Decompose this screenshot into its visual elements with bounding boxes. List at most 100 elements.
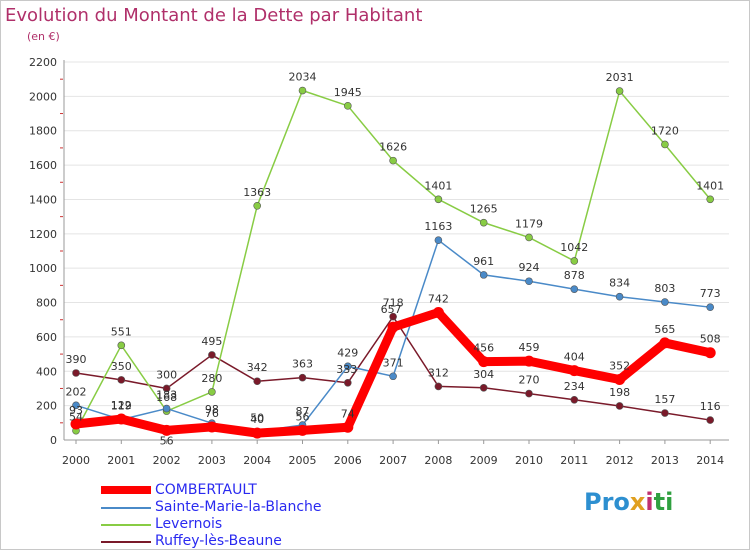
data-point-combertault bbox=[614, 374, 626, 386]
data-label: 74 bbox=[341, 407, 355, 420]
data-point-levernois bbox=[389, 156, 397, 165]
data-label: 565 bbox=[654, 323, 675, 336]
data-label: 333 bbox=[336, 363, 357, 376]
data-label: 961 bbox=[473, 255, 494, 268]
x-tick-label: 2012 bbox=[606, 454, 634, 467]
data-label: 93 bbox=[69, 404, 83, 417]
data-label: 390 bbox=[66, 353, 87, 366]
data-label: 2031 bbox=[606, 71, 634, 84]
data-label: 1163 bbox=[424, 220, 452, 233]
data-point-combertault bbox=[206, 421, 218, 433]
data-point-ruffey-l-s-beaune bbox=[525, 389, 533, 398]
data-point-combertault bbox=[523, 355, 535, 367]
data-label: 1720 bbox=[651, 124, 679, 137]
data-point-combertault bbox=[342, 421, 354, 433]
x-tick-label: 2013 bbox=[651, 454, 679, 467]
data-point-ruffey-l-s-beaune bbox=[615, 402, 624, 410]
data-label: 363 bbox=[292, 358, 313, 371]
data-point-ruffey-l-s-beaune bbox=[162, 384, 171, 393]
y-tick-label: 400 bbox=[36, 365, 57, 378]
data-point-combertault bbox=[568, 365, 580, 377]
data-point-levernois bbox=[479, 218, 488, 227]
x-tick-label: 2004 bbox=[243, 454, 271, 467]
data-label: 98 bbox=[205, 403, 219, 416]
data-label: 300 bbox=[156, 368, 177, 381]
data-label: 312 bbox=[428, 366, 449, 379]
y-tick-label: 800 bbox=[36, 297, 57, 310]
data-point-levernois bbox=[298, 86, 307, 95]
data-label: 495 bbox=[201, 335, 222, 348]
data-point-sainte-marie-la-blanche bbox=[434, 236, 443, 244]
data-point-ruffey-l-s-beaune bbox=[298, 373, 307, 382]
data-point-combertault bbox=[478, 356, 490, 368]
x-tick-label: 2006 bbox=[334, 454, 362, 467]
data-label: 50 bbox=[250, 411, 264, 424]
x-tick-label: 2003 bbox=[198, 454, 226, 467]
data-label: 1042 bbox=[560, 241, 588, 254]
data-point-ruffey-l-s-beaune bbox=[661, 409, 669, 417]
data-label: 1945 bbox=[334, 86, 362, 99]
data-label: 456 bbox=[473, 342, 494, 355]
data-label: 168 bbox=[156, 391, 177, 404]
data-point-levernois bbox=[117, 341, 126, 350]
data-point-combertault bbox=[251, 427, 263, 439]
data-point-ruffey-l-s-beaune bbox=[570, 395, 579, 404]
data-point-levernois bbox=[208, 388, 216, 396]
data-label: 56 bbox=[160, 434, 174, 447]
data-label: 371 bbox=[383, 356, 404, 369]
data-point-combertault bbox=[432, 307, 444, 319]
chart-subtitle: (en €) bbox=[27, 30, 60, 43]
y-tick-label: 2000 bbox=[29, 90, 57, 103]
data-point-combertault bbox=[161, 424, 173, 436]
x-tick-label: 2014 bbox=[696, 454, 724, 467]
data-label: 280 bbox=[201, 372, 222, 385]
x-tick-label: 2001 bbox=[107, 454, 135, 467]
data-label: 1179 bbox=[515, 217, 543, 230]
data-label: 342 bbox=[247, 361, 268, 374]
data-label: 404 bbox=[564, 351, 585, 364]
legend-label: Levernois bbox=[155, 516, 223, 532]
legend-label: Ruffey-lès-Beaune bbox=[155, 533, 282, 549]
data-label: 2034 bbox=[289, 71, 317, 84]
y-tick-label: 1000 bbox=[29, 262, 57, 275]
y-tick-label: 1400 bbox=[29, 193, 57, 206]
x-tick-label: 2010 bbox=[515, 454, 543, 467]
data-label: 1265 bbox=[470, 203, 498, 216]
data-point-ruffey-l-s-beaune bbox=[208, 351, 216, 359]
data-point-sainte-marie-la-blanche bbox=[706, 303, 715, 311]
data-point-ruffey-l-s-beaune bbox=[72, 369, 80, 377]
data-label: 1401 bbox=[424, 179, 452, 192]
data-point-sainte-marie-la-blanche bbox=[570, 285, 579, 293]
x-tick-label: 2007 bbox=[379, 454, 407, 467]
data-point-sainte-marie-la-blanche bbox=[389, 372, 397, 381]
x-tick-label: 2011 bbox=[560, 454, 588, 467]
data-point-levernois bbox=[706, 195, 715, 204]
data-point-combertault bbox=[297, 424, 308, 436]
data-point-sainte-marie-la-blanche bbox=[661, 298, 669, 306]
data-label: 119 bbox=[111, 400, 132, 413]
data-label: 56 bbox=[296, 410, 310, 423]
data-point-ruffey-l-s-beaune bbox=[117, 376, 126, 384]
legend-label: COMBERTAULT bbox=[155, 482, 257, 498]
legend-swatch bbox=[101, 486, 151, 494]
data-label: 1363 bbox=[243, 186, 271, 199]
data-label: 803 bbox=[654, 282, 675, 295]
data-point-ruffey-l-s-beaune bbox=[343, 378, 352, 387]
legend-swatch bbox=[101, 541, 151, 543]
data-label: 924 bbox=[519, 261, 540, 274]
data-label: 742 bbox=[428, 293, 449, 306]
data-point-sainte-marie-la-blanche bbox=[525, 277, 533, 286]
data-label: 87 bbox=[296, 405, 310, 418]
data-point-levernois bbox=[253, 202, 262, 210]
data-point-levernois bbox=[525, 233, 533, 242]
legend-label: Sainte-Marie-la-Blanche bbox=[155, 499, 322, 515]
x-tick-label: 2000 bbox=[62, 454, 90, 467]
data-label: 157 bbox=[654, 393, 675, 406]
data-point-sainte-marie-la-blanche bbox=[72, 401, 80, 410]
data-label: 834 bbox=[609, 277, 630, 290]
y-tick-label: 600 bbox=[36, 331, 57, 344]
data-point-sainte-marie-la-blanche bbox=[615, 292, 624, 301]
chart-title: Evolution du Montant de la Dette par Hab… bbox=[5, 5, 423, 26]
y-tick-label: 200 bbox=[36, 400, 57, 413]
